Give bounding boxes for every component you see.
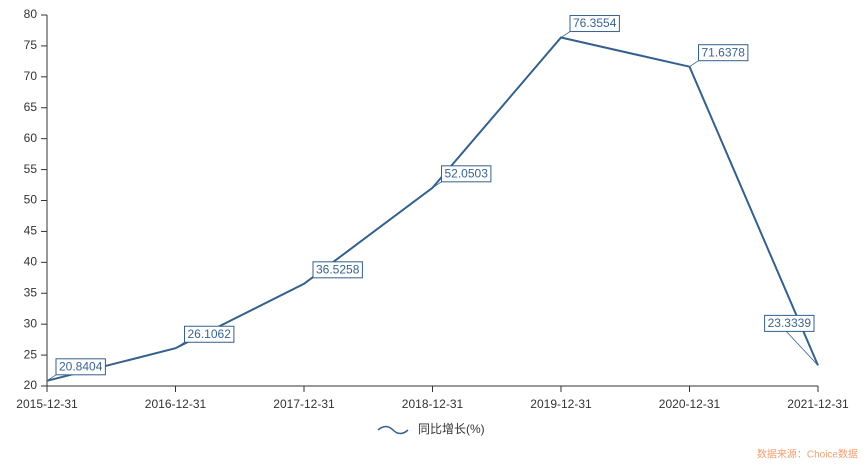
data-label-text: 71.6378 (702, 45, 746, 59)
y-tick-label: 40 (24, 255, 38, 269)
label-box (764, 314, 815, 332)
x-tick-label: 2015-12-31 (16, 397, 78, 411)
y-tick-label: 45 (24, 224, 38, 238)
x-tick-label: 2020-12-31 (659, 397, 721, 411)
y-tick-label: 50 (24, 193, 38, 207)
data-label: 26.1062 (175, 325, 235, 349)
data-label: 36.5258 (303, 261, 363, 285)
data-label-text: 52.0503 (445, 166, 489, 180)
data-label: 20.8404 (46, 358, 106, 382)
x-tick-label: 2019-12-31 (530, 397, 592, 411)
y-tick-label: 65 (24, 100, 38, 114)
label-leader (46, 374, 57, 382)
y-tick-label: 60 (24, 131, 38, 145)
label-leader (303, 277, 314, 285)
legend-icon (377, 425, 409, 435)
source-note: 数据来源：Choice数据 (757, 448, 858, 461)
label-box (569, 15, 620, 33)
y-tick-label: 55 (24, 162, 38, 176)
y-tick-label: 70 (24, 69, 38, 83)
data-label-text: 23.3339 (768, 316, 812, 330)
x-tick-label: 2017-12-31 (273, 397, 335, 411)
data-label-text: 26.1062 (188, 327, 232, 341)
label-box (184, 325, 235, 343)
label-leader (175, 341, 185, 349)
label-leader (786, 331, 819, 366)
y-tick-label: 75 (24, 38, 38, 52)
data-label-text: 36.5258 (316, 262, 360, 276)
label-box (312, 261, 363, 279)
y-tick-label: 80 (24, 7, 38, 21)
data-line (46, 36, 819, 382)
label-leader (689, 60, 699, 68)
legend-label: 同比增长(%) (418, 422, 485, 436)
data-label: 71.6378 (689, 44, 749, 68)
label-box (55, 358, 106, 376)
y-tick-label: 20 (24, 378, 38, 392)
x-tick-label: 2021-12-31 (787, 397, 849, 411)
label-leader (560, 31, 571, 38)
x-tick-label: 2016-12-31 (145, 397, 207, 411)
data-label: 52.0503 (432, 165, 492, 189)
label-leader (432, 181, 442, 189)
x-tick-label: 2018-12-31 (402, 397, 464, 411)
data-label: 23.3339 (764, 314, 819, 366)
y-tick-label: 35 (24, 285, 38, 299)
data-label-text: 76.3554 (573, 16, 617, 30)
data-label: 76.3554 (560, 15, 620, 38)
label-box (441, 165, 492, 183)
y-tick-label: 25 (24, 347, 38, 361)
label-box (698, 44, 749, 62)
y-tick-label: 30 (24, 316, 38, 330)
data-label-text: 20.8404 (59, 359, 103, 373)
